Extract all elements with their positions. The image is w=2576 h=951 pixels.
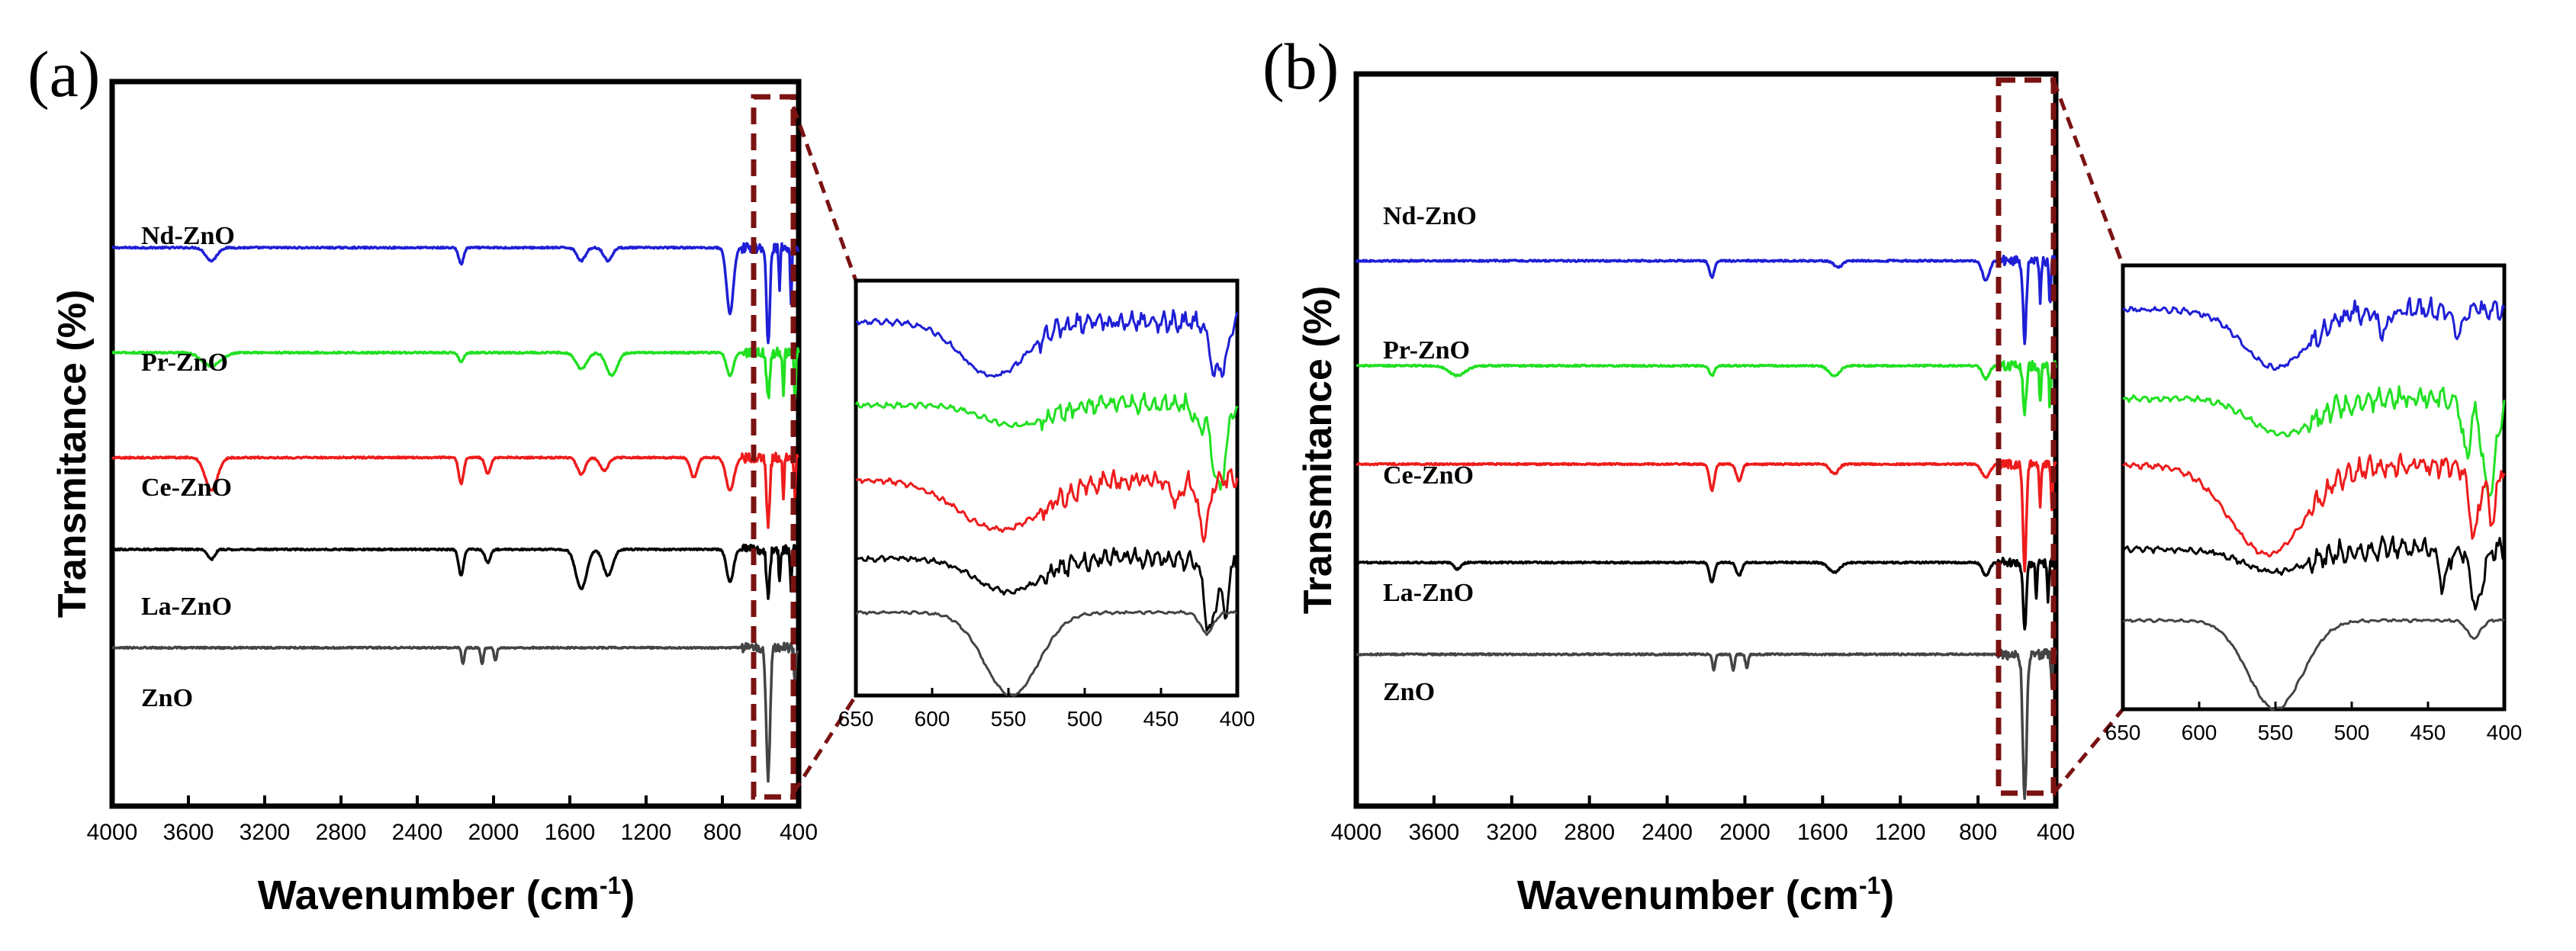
x-tick-label: 2000 xyxy=(1719,820,1770,845)
panel-a-label-la-zno: La-ZnO xyxy=(141,593,232,621)
x-tick-label: 800 xyxy=(703,820,741,845)
panel-a-inset-x-ticks: 650 600 550 500 450 400 xyxy=(838,688,1256,731)
panel-a-ylabel: Transmitance (%) xyxy=(50,290,95,618)
series-line-pr-zno-panel-a xyxy=(111,346,800,402)
inset-x-tick-label: 650 xyxy=(838,707,874,731)
panel-b-connector-bottom xyxy=(2052,708,2124,795)
inset-x-tick-label: 450 xyxy=(1143,707,1179,731)
inset-series-line-la-zno-panel-a xyxy=(854,547,1239,632)
panel-a-label-nd-zno: Nd-ZnO xyxy=(141,222,235,250)
inset-x-tick-label: 650 xyxy=(2105,721,2141,744)
panel-b-label-nd-zno: Nd-ZnO xyxy=(1383,202,1477,230)
series-line-la-zno-panel-b xyxy=(1356,556,2057,631)
x-tick-label: 4000 xyxy=(87,820,138,845)
series-line-ce-zno-panel-a xyxy=(111,451,799,529)
x-tick-label: 2400 xyxy=(392,820,443,845)
inset-series-line-ce-zno-panel-b xyxy=(2122,452,2506,558)
inset-series-line-nd-zno-panel-b xyxy=(2122,296,2506,371)
panel-b-connector-top xyxy=(2051,79,2125,266)
x-tick-label: 800 xyxy=(1959,820,1997,845)
panel-a-main-axes xyxy=(109,79,802,809)
inset-series-line-pr-zno-panel-a xyxy=(854,392,1239,491)
inset-x-tick-label: 600 xyxy=(915,707,950,731)
panel-a-inset-axes xyxy=(854,278,1240,698)
x-tick-label: 1600 xyxy=(1797,820,1848,845)
panel-b-label-ce-zno: Ce-ZnO xyxy=(1383,461,1474,490)
panel-b-inset-axes xyxy=(2121,263,2507,712)
series-line-nd-zno-panel-b xyxy=(1355,254,2057,345)
panel-a-label-ce-zno: Ce-ZnO xyxy=(141,474,232,502)
inset-x-tick-label: 400 xyxy=(2487,721,2523,744)
panel-b-series-group xyxy=(1355,254,2057,800)
panel-b: (b) Nd-ZnO Pr-ZnO Ce-ZnO La-ZnO ZnO 4000… xyxy=(1262,30,2522,918)
x-tick-label: 3600 xyxy=(1409,820,1460,845)
series-line-zno-panel-a xyxy=(111,641,799,783)
inset-x-tick-label: 550 xyxy=(991,707,1027,731)
panel-a-series-group xyxy=(111,242,800,783)
panel-a-label-zno: ZnO xyxy=(141,684,193,712)
panel-b-main-axes xyxy=(1353,71,2059,809)
inset-series-line-zno-panel-b xyxy=(2122,618,2506,712)
series-line-la-zno-panel-a xyxy=(111,543,800,600)
panel-a-label-pr-zno: Pr-ZnO xyxy=(141,349,228,377)
x-tick-label: 3600 xyxy=(163,820,214,845)
inset-series-line-ce-zno-panel-a xyxy=(855,468,1239,543)
panel-a-x-ticks: 4000 3600 3200 2800 2400 2000 1600 1200 800 400 xyxy=(87,795,818,845)
x-tick-label: 2400 xyxy=(1642,820,1693,845)
series-line-zno-panel-b xyxy=(1356,647,2057,800)
panel-b-label-la-zno: La-ZnO xyxy=(1383,579,1474,607)
panel-b-series-labels: Nd-ZnO Pr-ZnO Ce-ZnO La-ZnO ZnO xyxy=(1383,202,1477,706)
inset-x-tick-label: 400 xyxy=(1220,707,1256,731)
x-tick-label: 1600 xyxy=(545,820,596,845)
inset-x-tick-label: 550 xyxy=(2258,721,2294,744)
x-tick-label: 2800 xyxy=(1564,820,1615,845)
panel-b-inset-x-ticks: 650 600 550 500 450 400 xyxy=(2105,702,2523,744)
x-tick-label: 3200 xyxy=(240,820,291,845)
x-tick-label: 4000 xyxy=(1331,820,1382,845)
panel-b-label: (b) xyxy=(1262,30,1339,103)
panel-b-x-ticks: 4000 3600 3200 2800 2400 2000 1600 1200 800 400 xyxy=(1331,795,2075,845)
x-tick-label: 2000 xyxy=(468,820,519,845)
x-tick-label: 2800 xyxy=(316,820,367,845)
inset-series-line-la-zno-panel-b xyxy=(2121,535,2506,611)
panel-b-label-zno: ZnO xyxy=(1383,678,1435,706)
panel-b-label-pr-zno: Pr-ZnO xyxy=(1383,336,1470,365)
x-tick-label: 1200 xyxy=(1875,820,1926,845)
inset-x-tick-label: 600 xyxy=(2182,721,2217,744)
inset-x-tick-label: 500 xyxy=(2334,721,2370,744)
series-line-ce-zno-panel-b xyxy=(1355,458,2057,573)
panel-b-ylabel: Transmitance (%) xyxy=(1296,286,1340,615)
panel-a-connector-top xyxy=(791,106,858,281)
inset-x-tick-label: 450 xyxy=(2410,721,2446,744)
panel-a-series-labels: Nd-ZnO Pr-ZnO Ce-ZnO La-ZnO ZnO xyxy=(141,222,235,712)
x-tick-label: 400 xyxy=(2037,820,2075,845)
series-line-nd-zno-panel-a xyxy=(111,242,800,345)
panel-a-zoom-box xyxy=(751,94,796,800)
x-tick-label: 1200 xyxy=(621,820,672,845)
inset-series-line-nd-zno-panel-a xyxy=(855,309,1239,378)
panel-a-inset-series-group xyxy=(854,309,1239,697)
inset-series-line-pr-zno-panel-b xyxy=(2122,385,2506,497)
x-tick-label: 400 xyxy=(780,820,818,845)
panel-a: (a) Nd-ZnO Pr-ZnO Ce-ZnO La-ZnO ZnO 4000… xyxy=(27,37,1255,918)
inset-x-tick-label: 500 xyxy=(1067,707,1103,731)
inset-series-line-zno-panel-a xyxy=(855,609,1238,697)
panel-b-inset-series-group xyxy=(2121,296,2506,712)
panel-a-label: (a) xyxy=(27,37,100,111)
panel-b-zoom-box xyxy=(1996,77,2057,796)
series-line-pr-zno-panel-b xyxy=(1356,360,2057,416)
panel-b-xlabel: Wavenumber (cm-1) xyxy=(1517,872,1895,918)
panel-a-xlabel: Wavenumber (cm-1) xyxy=(258,872,635,918)
x-tick-label: 3200 xyxy=(1486,820,1537,845)
